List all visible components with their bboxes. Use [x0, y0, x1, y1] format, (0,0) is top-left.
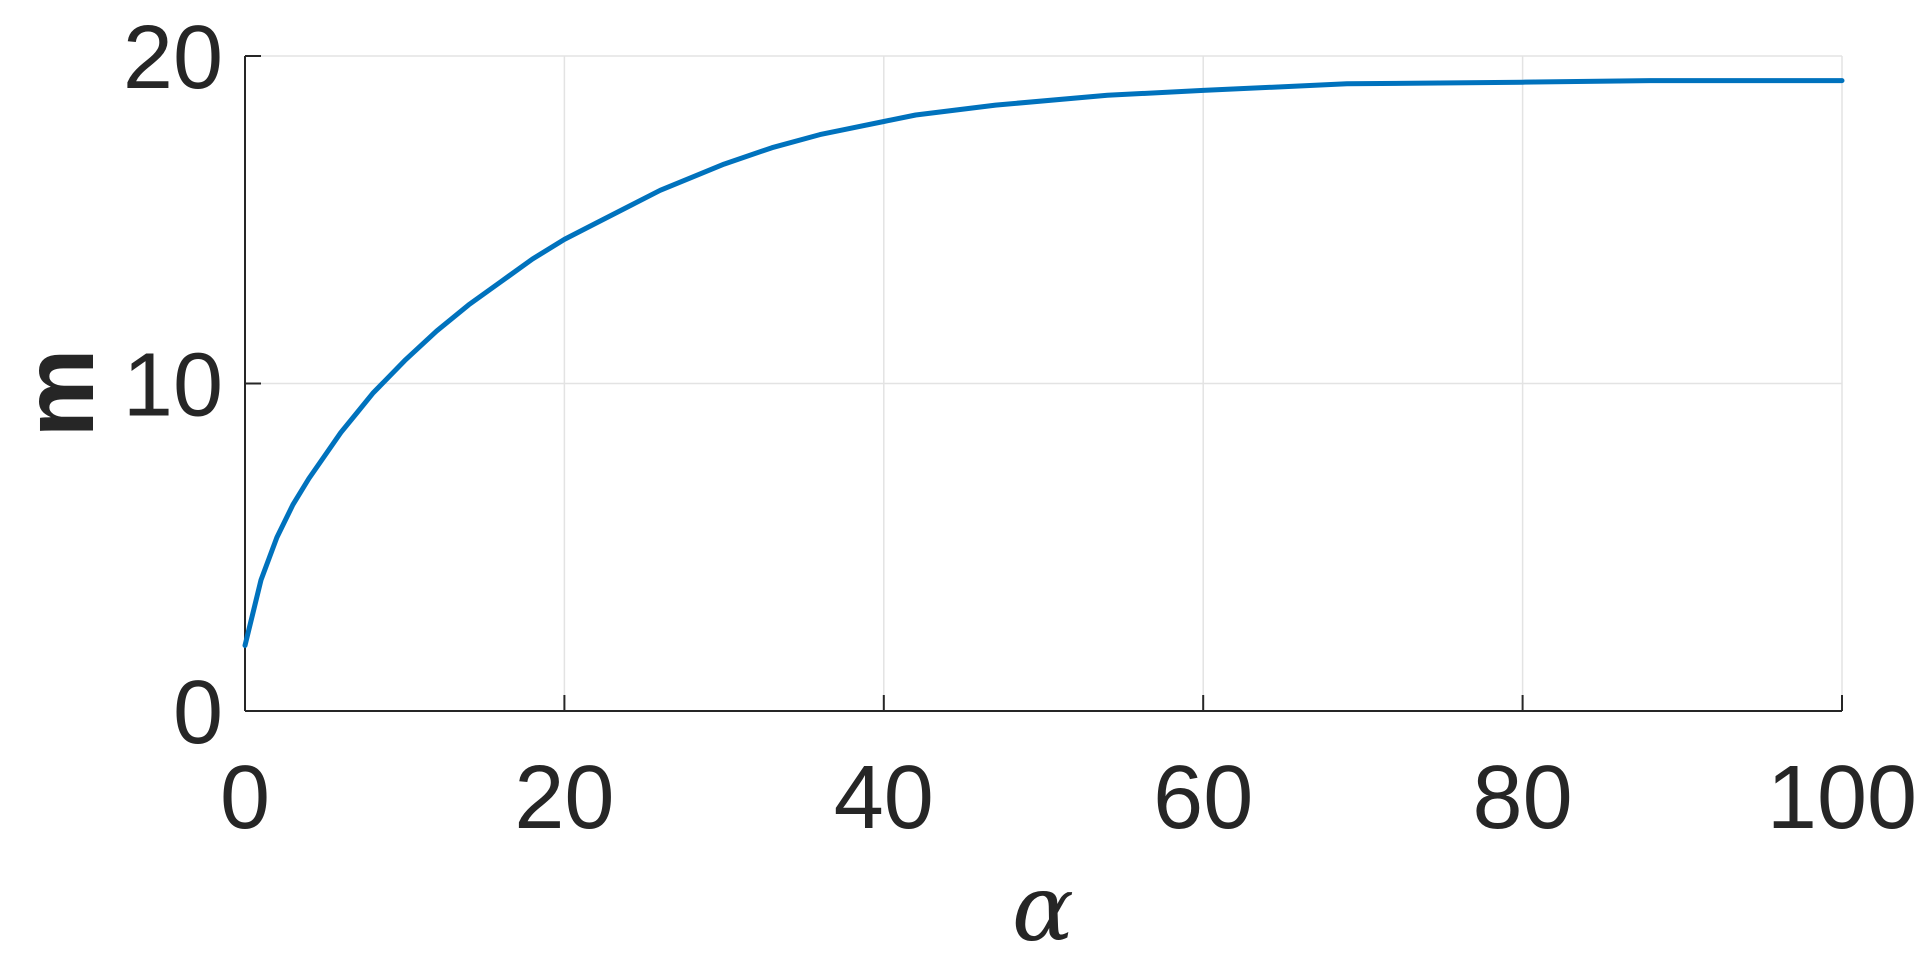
y-axis-label: m [3, 349, 115, 438]
series-line-0 [242, 78, 1845, 648]
x-tick-label-3: 60 [1153, 748, 1253, 848]
x-axis-label: α [1012, 855, 1074, 962]
grid [244, 55, 1843, 712]
tick-labels: 0 20 40 60 80 100 0 10 20 [123, 8, 1917, 848]
y-tick-label-2: 20 [123, 8, 223, 108]
x-tick-label-4: 80 [1473, 748, 1573, 848]
x-tick-label-1: 20 [514, 748, 614, 848]
x-tick-label-0: 0 [220, 748, 270, 848]
x-tick-label-5: 100 [1767, 748, 1917, 848]
y-tick-label-0: 0 [173, 663, 223, 763]
ticks [244, 55, 1843, 712]
x-tick-label-2: 40 [834, 748, 934, 848]
series-lines [242, 78, 1845, 648]
y-tick-label-1: 10 [123, 336, 223, 436]
